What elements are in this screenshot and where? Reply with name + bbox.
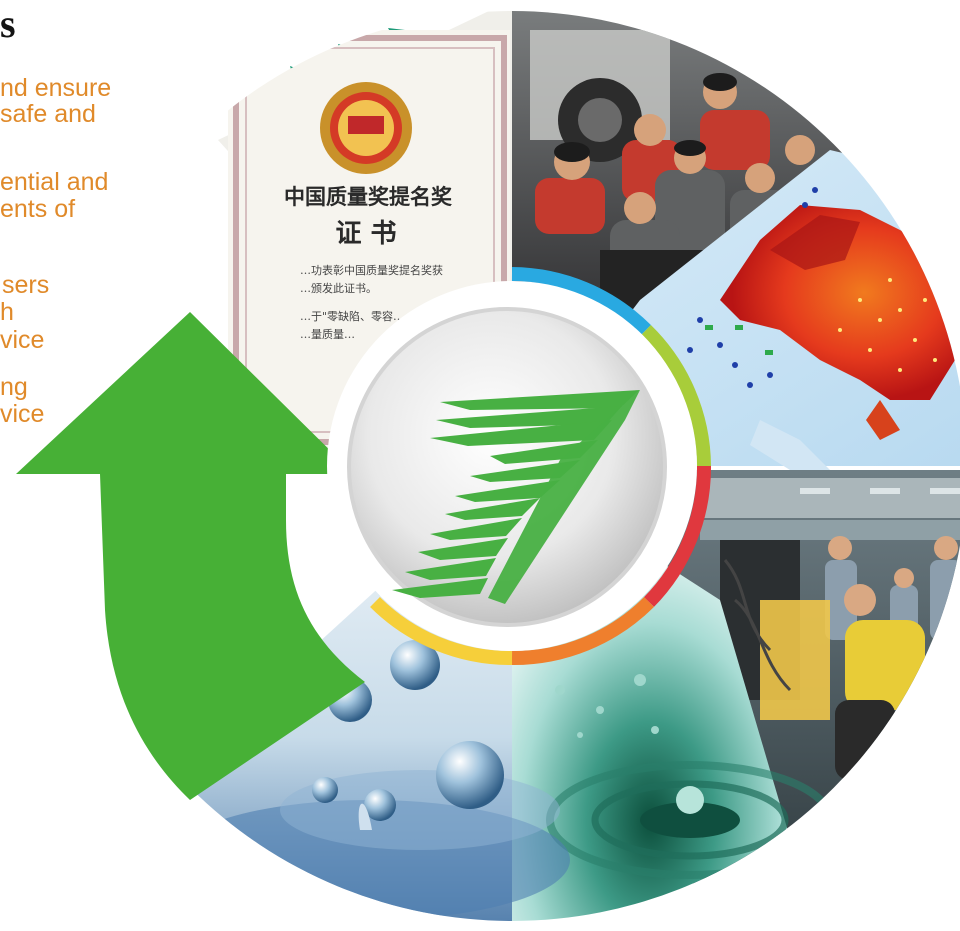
copy-line-1: nd ensure bbox=[0, 74, 112, 102]
page-title: s bbox=[0, 1, 16, 46]
copy-line-4: ents of bbox=[0, 195, 76, 223]
copy-line-9: vice bbox=[0, 400, 45, 428]
copy-line-7: vice bbox=[0, 326, 45, 354]
center-badge bbox=[347, 307, 667, 627]
copy-line-8: ng bbox=[0, 373, 28, 401]
copy-line-2: safe and bbox=[0, 100, 96, 128]
certificate-subtitle: 证 书 bbox=[335, 219, 396, 249]
certificate-title: 中国质量奖提名奖 bbox=[284, 184, 453, 209]
certificate-text-line: …颁发此证书。 bbox=[300, 281, 377, 295]
copy-line-3: ential and bbox=[0, 168, 109, 196]
colored-ring bbox=[370, 267, 712, 666]
certificate-text-line: …功表彰中国质量奖提名奖获 bbox=[300, 263, 443, 277]
certificate-text-line: …于"零缺陷、零容… bbox=[300, 309, 404, 323]
copy-line-5: sers bbox=[2, 271, 50, 299]
certificate-text-line: …量质量… bbox=[300, 328, 355, 341]
copy-line-6: h bbox=[0, 298, 14, 326]
up-arrow-icon bbox=[16, 312, 365, 800]
stylized-seven-logo bbox=[392, 390, 640, 604]
